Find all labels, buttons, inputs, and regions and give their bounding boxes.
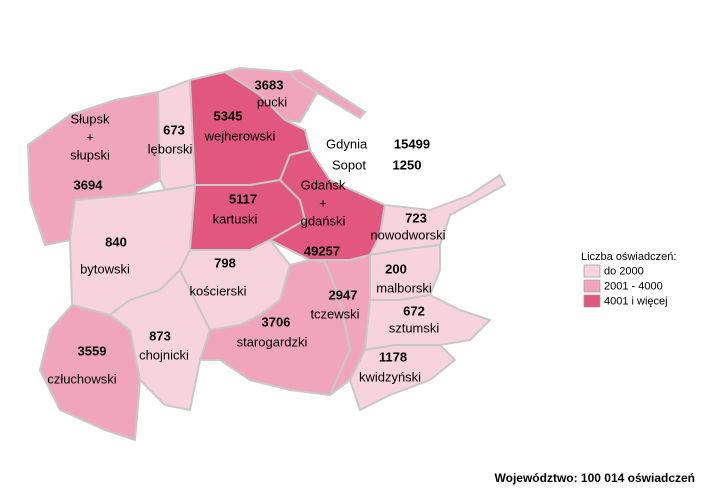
region-value: 5345 bbox=[214, 108, 243, 123]
region-name: słupski bbox=[70, 147, 110, 162]
region-name: bytowski bbox=[80, 261, 130, 276]
region-name: pucki bbox=[257, 94, 287, 109]
legend-label: 4001 i więcej bbox=[604, 295, 668, 307]
region-name: gdański bbox=[301, 213, 346, 228]
region-name: + bbox=[86, 129, 94, 144]
region-name: człuchowski bbox=[47, 371, 116, 386]
region-name: kwidzyński bbox=[359, 369, 421, 384]
region-value: 200 bbox=[385, 261, 407, 276]
region-value: 798 bbox=[214, 255, 236, 270]
region-name: tczewski bbox=[310, 306, 359, 321]
region-name: kościerski bbox=[189, 283, 246, 298]
legend-label: 2001 - 4000 bbox=[604, 280, 663, 292]
region-value: 1178 bbox=[379, 349, 407, 364]
city-value: 15499 bbox=[394, 136, 430, 151]
legend-label: do 2000 bbox=[604, 265, 644, 277]
region-name: sztumski bbox=[389, 320, 440, 335]
region-value: 723 bbox=[405, 210, 427, 225]
region-value: 3694 bbox=[74, 177, 104, 192]
city-value: 1250 bbox=[393, 157, 422, 172]
region-value: 5117 bbox=[229, 191, 257, 206]
region-name: Gdańsk bbox=[301, 177, 346, 192]
region-name: Słupsk bbox=[70, 111, 110, 126]
region-value: 3706 bbox=[262, 314, 291, 329]
region-value: 672 bbox=[403, 303, 425, 318]
region-name: chojnicki bbox=[139, 347, 189, 362]
legend-swatch bbox=[583, 264, 601, 278]
region bbox=[224, 67, 321, 123]
legend-swatch bbox=[583, 279, 601, 293]
region-value: 873 bbox=[149, 328, 171, 343]
hel-peninsula bbox=[288, 68, 367, 120]
region-name: starogardzki bbox=[237, 334, 308, 349]
region-value: 3683 bbox=[255, 77, 284, 92]
region-name: + bbox=[319, 195, 327, 210]
region-value: 840 bbox=[105, 234, 127, 249]
region-name: nowodworski bbox=[370, 227, 445, 242]
region-value: 3559 bbox=[78, 343, 107, 358]
footer: Województwo: 100 014 oświadczeń bbox=[495, 471, 696, 485]
legend-title: Liczba oświadczeń: bbox=[581, 251, 676, 263]
legend-swatch bbox=[583, 294, 601, 308]
region-value: 673 bbox=[163, 122, 185, 137]
region bbox=[369, 174, 506, 256]
region-value: 2947 bbox=[329, 287, 358, 302]
region-name: kartuski bbox=[213, 211, 258, 226]
city-name: Sopot bbox=[332, 157, 366, 172]
region-name: wejherowski bbox=[204, 128, 276, 143]
region-name: malborski bbox=[376, 280, 432, 295]
region bbox=[349, 344, 456, 411]
city-name: Gdynia bbox=[326, 136, 368, 151]
region-value: 49257 bbox=[304, 243, 340, 258]
region-name: lęborski bbox=[148, 141, 193, 156]
